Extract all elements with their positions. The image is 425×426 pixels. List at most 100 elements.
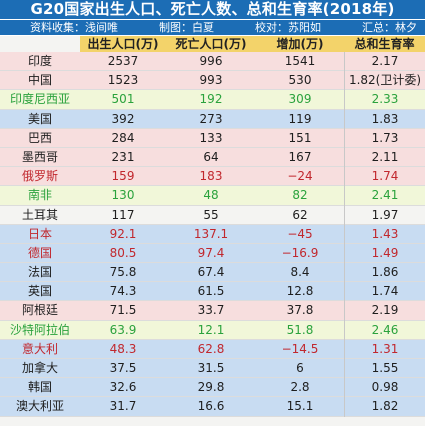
increase-cell: 1541 — [284, 54, 316, 68]
deaths-cell: 273 — [199, 111, 223, 126]
births-cell: 159 — [111, 169, 135, 184]
fertility-rate-cell: 2.46 — [344, 320, 425, 340]
table-header: 出生人口(万) 死亡人口(万) 增加(万) 总和生育率 — [0, 36, 425, 52]
births-cell: 130 — [111, 188, 135, 203]
fertility-rate-cell: 0.98 — [344, 378, 425, 398]
fertility-rate-cell: 1.55 — [344, 359, 425, 379]
table-row: 德国 80.5 97.4 −16.9 1.49 — [0, 243, 425, 264]
deaths-cell: 16.6 — [197, 399, 225, 414]
deaths-cell: 133 — [199, 130, 223, 145]
country-cell: 俄罗斯 — [21, 169, 58, 184]
table-row: 巴西 284 133 151 1.73 — [0, 128, 425, 148]
fertility-rate-cell: 1.82(卫计委) — [344, 71, 425, 91]
fertility-rate-cell: 1.49 — [344, 243, 425, 264]
country-cell: 加拿大 — [21, 361, 58, 375]
fertility-rate-cell: 2.19 — [344, 301, 425, 321]
births-cell: 501 — [111, 92, 135, 107]
deaths-cell: 64 — [203, 149, 219, 164]
country-cell: 巴西 — [27, 130, 52, 145]
increase-cell: 51.8 — [286, 322, 314, 337]
table-row: 澳大利亚 31.7 16.6 15.1 1.82 — [0, 397, 425, 417]
country-cell: 印度 — [27, 54, 52, 68]
births-cell: 74.3 — [109, 284, 137, 299]
fertility-rate-cell: 1.31 — [344, 339, 425, 360]
table-row: 阿根廷 71.5 33.7 37.8 2.19 — [0, 301, 425, 321]
country-cell: 阿根廷 — [21, 303, 58, 318]
country-cell: 韩国 — [27, 380, 52, 395]
header-increase: 增加(万) — [276, 37, 324, 51]
country-cell: 南非 — [27, 188, 52, 203]
fertility-rate-cell: 2.11 — [344, 147, 425, 168]
births-cell: 31.7 — [109, 399, 137, 414]
deaths-cell: 33.7 — [197, 303, 225, 318]
increase-cell: 2.8 — [290, 380, 310, 395]
births-cell: 48.3 — [109, 341, 137, 356]
country-cell: 澳大利亚 — [15, 399, 64, 414]
increase-cell: 151 — [288, 130, 312, 145]
country-cell: 日本 — [27, 226, 52, 241]
table-row: 南非 130 48 82 2.41 — [0, 186, 425, 206]
country-cell: 意大利 — [21, 341, 58, 356]
country-cell: 土耳其 — [21, 207, 58, 222]
deaths-cell: 31.5 — [197, 361, 225, 375]
births-cell: 80.5 — [109, 245, 137, 260]
births-cell: 231 — [111, 149, 135, 164]
deaths-cell: 97.4 — [197, 245, 225, 260]
header-births: 出生人口(万) — [87, 37, 159, 51]
fertility-rate-cell: 2.41 — [344, 186, 425, 206]
country-cell: 印度尼西亚 — [9, 92, 70, 107]
deaths-cell: 993 — [199, 73, 223, 88]
fertility-rate-cell: 1.86 — [344, 263, 425, 283]
country-cell: 法国 — [27, 265, 52, 280]
births-cell: 37.5 — [109, 361, 137, 375]
fertility-rate-cell: 1.74 — [344, 167, 425, 187]
deaths-cell: 192 — [199, 92, 223, 107]
births-cell: 32.6 — [109, 380, 137, 395]
births-cell: 1523 — [107, 73, 139, 88]
births-cell: 92.1 — [109, 226, 137, 241]
table-row: 法国 75.8 67.4 8.4 1.86 — [0, 263, 425, 283]
table-row: 意大利 48.3 62.8 −14.5 1.31 — [0, 339, 425, 360]
header-fertility-rate: 总和生育率 — [354, 37, 415, 51]
table-row: 加拿大 37.5 31.5 6 1.55 — [0, 359, 425, 379]
increase-cell: 309 — [288, 92, 312, 107]
deaths-cell: 67.4 — [197, 265, 225, 280]
fertility-rate-cell: 1.74 — [344, 282, 425, 302]
increase-cell: −14.5 — [281, 341, 319, 356]
deaths-cell: 55 — [203, 207, 219, 222]
deaths-cell: 996 — [199, 54, 223, 68]
births-cell: 117 — [111, 207, 135, 222]
births-cell: 71.5 — [109, 303, 137, 318]
table-row: 英国 74.3 61.5 12.8 1.74 — [0, 282, 425, 302]
fertility-rate-cell: 1.73 — [344, 128, 425, 148]
increase-cell: −24 — [287, 169, 313, 184]
deaths-cell: 29.8 — [197, 380, 225, 395]
births-cell: 284 — [111, 130, 135, 145]
table-row: 韩国 32.6 29.8 2.8 0.98 — [0, 378, 425, 398]
table-row: 美国 392 273 119 1.83 — [0, 109, 425, 129]
table-row: 中国 1523 993 530 1.82(卫计委) — [0, 71, 425, 91]
country-cell: 英国 — [27, 284, 52, 299]
births-cell: 2537 — [107, 54, 139, 68]
table-row: 印度 2537 996 1541 2.17 — [0, 52, 425, 72]
credit-summary: 汇总：林夕 — [362, 21, 417, 34]
header-country — [0, 36, 80, 52]
country-cell: 沙特阿拉伯 — [9, 322, 70, 337]
country-cell: 中国 — [27, 73, 52, 88]
increase-cell: 8.4 — [290, 265, 310, 280]
increase-cell: −16.9 — [281, 245, 319, 260]
table-body: 印度 2537 996 1541 2.17 中国 1523 993 530 1.82(卫计委) 印度… — [0, 52, 425, 417]
header-deaths: 死亡人口(万) — [175, 37, 247, 51]
increase-cell: 12.8 — [286, 284, 314, 299]
births-cell: 75.8 — [109, 265, 137, 280]
table-row: 墨西哥 231 64 167 2.11 — [0, 147, 425, 168]
fertility-rate-cell: 1.43 — [344, 224, 425, 244]
deaths-cell: 61.5 — [197, 284, 225, 299]
fertility-rate-cell: 1.83 — [344, 109, 425, 129]
deaths-cell: 48 — [203, 188, 219, 203]
credit-chart: 制图：白夏 — [159, 21, 214, 34]
credit-collection: 资料收集：浅间唯 — [30, 21, 118, 34]
table-title: G20国家出生人口、死亡人数、总和生育率(2018年) — [0, 0, 425, 19]
increase-cell: 15.1 — [286, 399, 314, 414]
